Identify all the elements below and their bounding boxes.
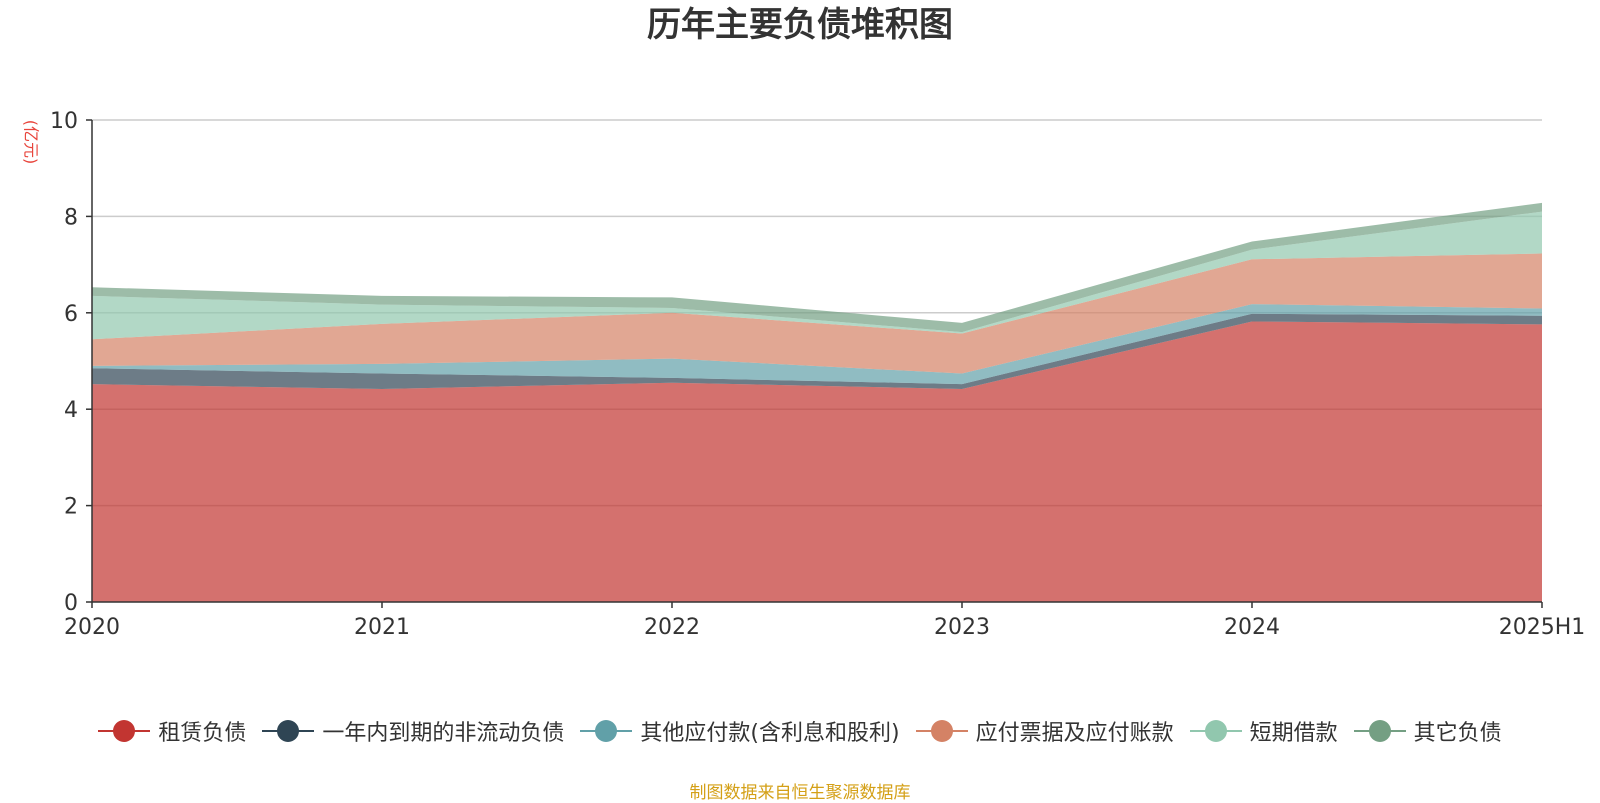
legend-item-1[interactable]: 租赁负债 [98,715,246,747]
x-tick-label: 2020 [64,615,120,640]
y-tick-label: 4 [64,398,78,423]
legend-label: 其他应付款(含利息和股利) [640,721,900,746]
series-area-2 [92,313,1542,389]
y-tick-label: 0 [64,591,78,616]
legend-item-3[interactable]: 其他应付款(含利息和股利) [580,715,900,747]
x-tick-label: 2024 [1224,615,1280,640]
legend-item-2[interactable]: 一年内到期的非流动负债 [262,715,564,747]
x-tick-label: 2021 [354,615,410,640]
stacked-area-chart: 0 2 4 6 8 10 2020 2021 2022 2023 2024 2025H1 [50,109,1585,640]
legend-item-5[interactable]: 短期借款 [1189,715,1338,747]
source-note: 制图数据来自恒生聚源数据库 [689,783,911,803]
legend-swatch [915,719,968,743]
y-tick-label: 10 [50,109,78,134]
series-area-5 [92,211,1542,340]
legend-swatch [1353,719,1406,743]
series-area-4 [92,253,1542,374]
series-areas [92,202,1542,602]
legend: 租赁负债 一年内到期的非流动负债 其他应付款(含利息和股利) 应付票据及应付账款 短期借… [0,715,1600,747]
x-tick-label: 2025H1 [1499,615,1586,640]
y-tick-label: 8 [64,205,78,230]
legend-label: 应付票据及应付账款 [975,721,1174,746]
x-tick-label: 2022 [644,615,700,640]
legend-swatch [262,719,315,743]
series-area-6 [92,202,1542,333]
legend-label: 租赁负债 [158,721,247,746]
legend-label: 短期借款 [1249,721,1338,746]
series-area-3 [92,304,1542,385]
x-tick-labels: 2020 2021 2022 2023 2024 2025H1 [64,602,1585,640]
legend-swatch [98,719,151,743]
y-tick-labels: 0 2 4 6 8 10 [50,109,92,616]
legend-item-4[interactable]: 应付票据及应付账款 [915,715,1174,747]
chart-title: 历年主要负债堆积图 [647,5,953,45]
y-axis-unit-text: (亿元) [21,119,40,165]
legend-label: 一年内到期的非流动负债 [322,721,565,746]
y-tick-label: 6 [64,302,78,327]
x-tick-label: 2023 [934,615,990,640]
series-area-1 [92,321,1542,602]
y-axis-unit: (亿元) [8,118,56,166]
legend-swatch [1189,719,1242,743]
legend-swatch [580,719,633,743]
legend-label: 其它负债 [1413,721,1502,746]
legend-item-6[interactable]: 其它负债 [1353,715,1502,747]
y-tick-label: 2 [64,495,78,520]
axes [91,120,1542,603]
